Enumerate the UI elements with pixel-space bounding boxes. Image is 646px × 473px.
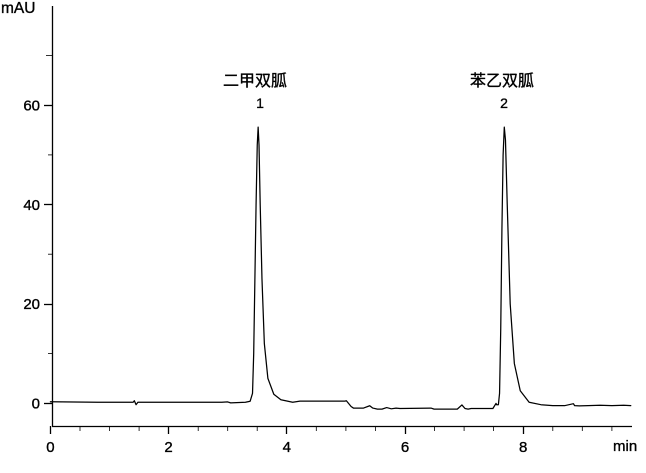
svg-text:0: 0 bbox=[32, 396, 40, 413]
svg-text:苯乙双胍: 苯乙双胍 bbox=[470, 72, 534, 90]
svg-text:60: 60 bbox=[23, 98, 40, 115]
svg-text:6: 6 bbox=[401, 439, 409, 456]
svg-text:mAU: mAU bbox=[1, 0, 35, 17]
svg-text:4: 4 bbox=[283, 439, 291, 456]
svg-text:min: min bbox=[613, 438, 637, 455]
svg-text:2: 2 bbox=[164, 439, 172, 456]
svg-text:20: 20 bbox=[23, 296, 40, 313]
svg-text:8: 8 bbox=[519, 439, 527, 456]
svg-text:2: 2 bbox=[500, 95, 508, 111]
svg-text:二甲双胍: 二甲双胍 bbox=[223, 72, 287, 90]
svg-text:1: 1 bbox=[256, 95, 264, 111]
svg-text:0: 0 bbox=[46, 439, 54, 456]
svg-text:40: 40 bbox=[23, 197, 40, 214]
